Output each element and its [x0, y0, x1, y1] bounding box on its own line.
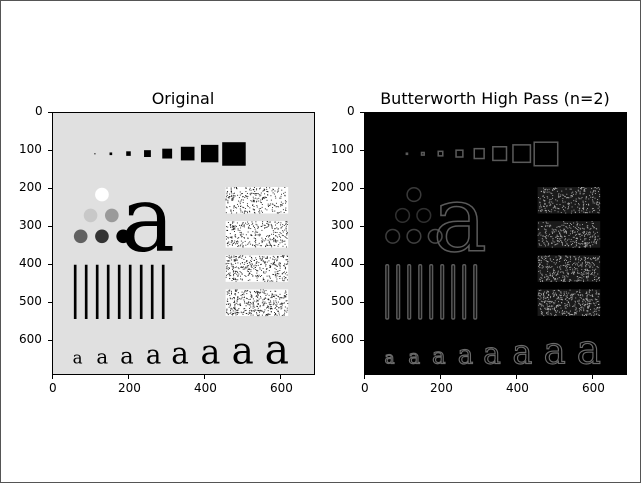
- svg-text:a: a: [232, 328, 254, 372]
- y-tick: [48, 226, 52, 227]
- filtered-test-pattern: a a a a a a a a a: [384, 141, 602, 374]
- y-tick-label: 0: [35, 104, 43, 118]
- svg-text:a: a: [265, 325, 289, 373]
- x-tick: [440, 375, 441, 379]
- original-title: Original: [151, 89, 215, 108]
- y-tick-label: 100: [331, 142, 354, 156]
- y-tick: [360, 150, 364, 151]
- y-tick-label: 200: [19, 180, 42, 194]
- y-tick: [48, 302, 52, 303]
- svg-text:a: a: [385, 348, 395, 367]
- x-tick: [204, 375, 205, 379]
- y-tick: [48, 112, 52, 113]
- original-test-pattern: a a a a: [73, 142, 289, 373]
- svg-text:a: a: [483, 336, 501, 370]
- x-tick-label: 600: [582, 381, 605, 395]
- x-tick-label: 600: [270, 381, 293, 395]
- y-tick: [48, 340, 52, 341]
- svg-text:a: a: [408, 345, 420, 368]
- svg-text:a: a: [73, 348, 83, 367]
- y-tick-label: 400: [19, 256, 42, 270]
- y-tick: [360, 264, 364, 265]
- y-tick: [48, 264, 52, 265]
- filtered-image: a a a a a a a a a: [364, 112, 627, 375]
- y-tick: [360, 340, 364, 341]
- x-tick: [516, 375, 517, 379]
- y-tick: [360, 188, 364, 189]
- y-tick: [48, 150, 52, 151]
- x-tick-label: 400: [506, 381, 529, 395]
- original-image: a a a a: [52, 112, 315, 375]
- y-tick-label: 400: [331, 256, 354, 270]
- svg-text:a: a: [200, 332, 220, 371]
- y-tick-label: 300: [331, 218, 354, 232]
- y-tick-label: 500: [19, 294, 42, 308]
- svg-text:a: a: [146, 340, 161, 370]
- x-tick: [364, 375, 365, 379]
- y-tick: [360, 112, 364, 113]
- svg-text:a: a: [512, 332, 532, 371]
- x-tick: [52, 375, 53, 379]
- y-tick-label: 600: [331, 332, 354, 346]
- x-tick-label: 0: [361, 381, 369, 395]
- svg-text:a: a: [432, 343, 446, 369]
- x-tick: [280, 375, 281, 379]
- filtered-title: Butterworth High Pass (n=2): [380, 89, 610, 108]
- y-tick: [360, 302, 364, 303]
- y-tick-label: 600: [19, 332, 42, 346]
- svg-text:a: a: [458, 340, 473, 370]
- svg-text:a: a: [121, 166, 175, 272]
- y-tick: [48, 188, 52, 189]
- x-tick: [592, 375, 593, 379]
- x-tick-label: 0: [49, 381, 57, 395]
- y-tick-label: 200: [331, 180, 354, 194]
- y-tick: [360, 226, 364, 227]
- x-tick-label: 400: [194, 381, 217, 395]
- svg-text:a: a: [544, 328, 566, 372]
- x-tick-label: 200: [118, 381, 141, 395]
- svg-text:a: a: [171, 336, 189, 370]
- svg-text:a: a: [96, 345, 108, 368]
- svg-text:a: a: [433, 166, 487, 272]
- y-tick-label: 100: [19, 142, 42, 156]
- y-tick-label: 0: [347, 104, 355, 118]
- x-tick: [128, 375, 129, 379]
- x-tick-label: 200: [430, 381, 453, 395]
- y-tick-label: 500: [331, 294, 354, 308]
- y-tick-label: 300: [19, 218, 42, 232]
- svg-text:a: a: [577, 325, 601, 373]
- svg-text:a: a: [120, 343, 134, 369]
